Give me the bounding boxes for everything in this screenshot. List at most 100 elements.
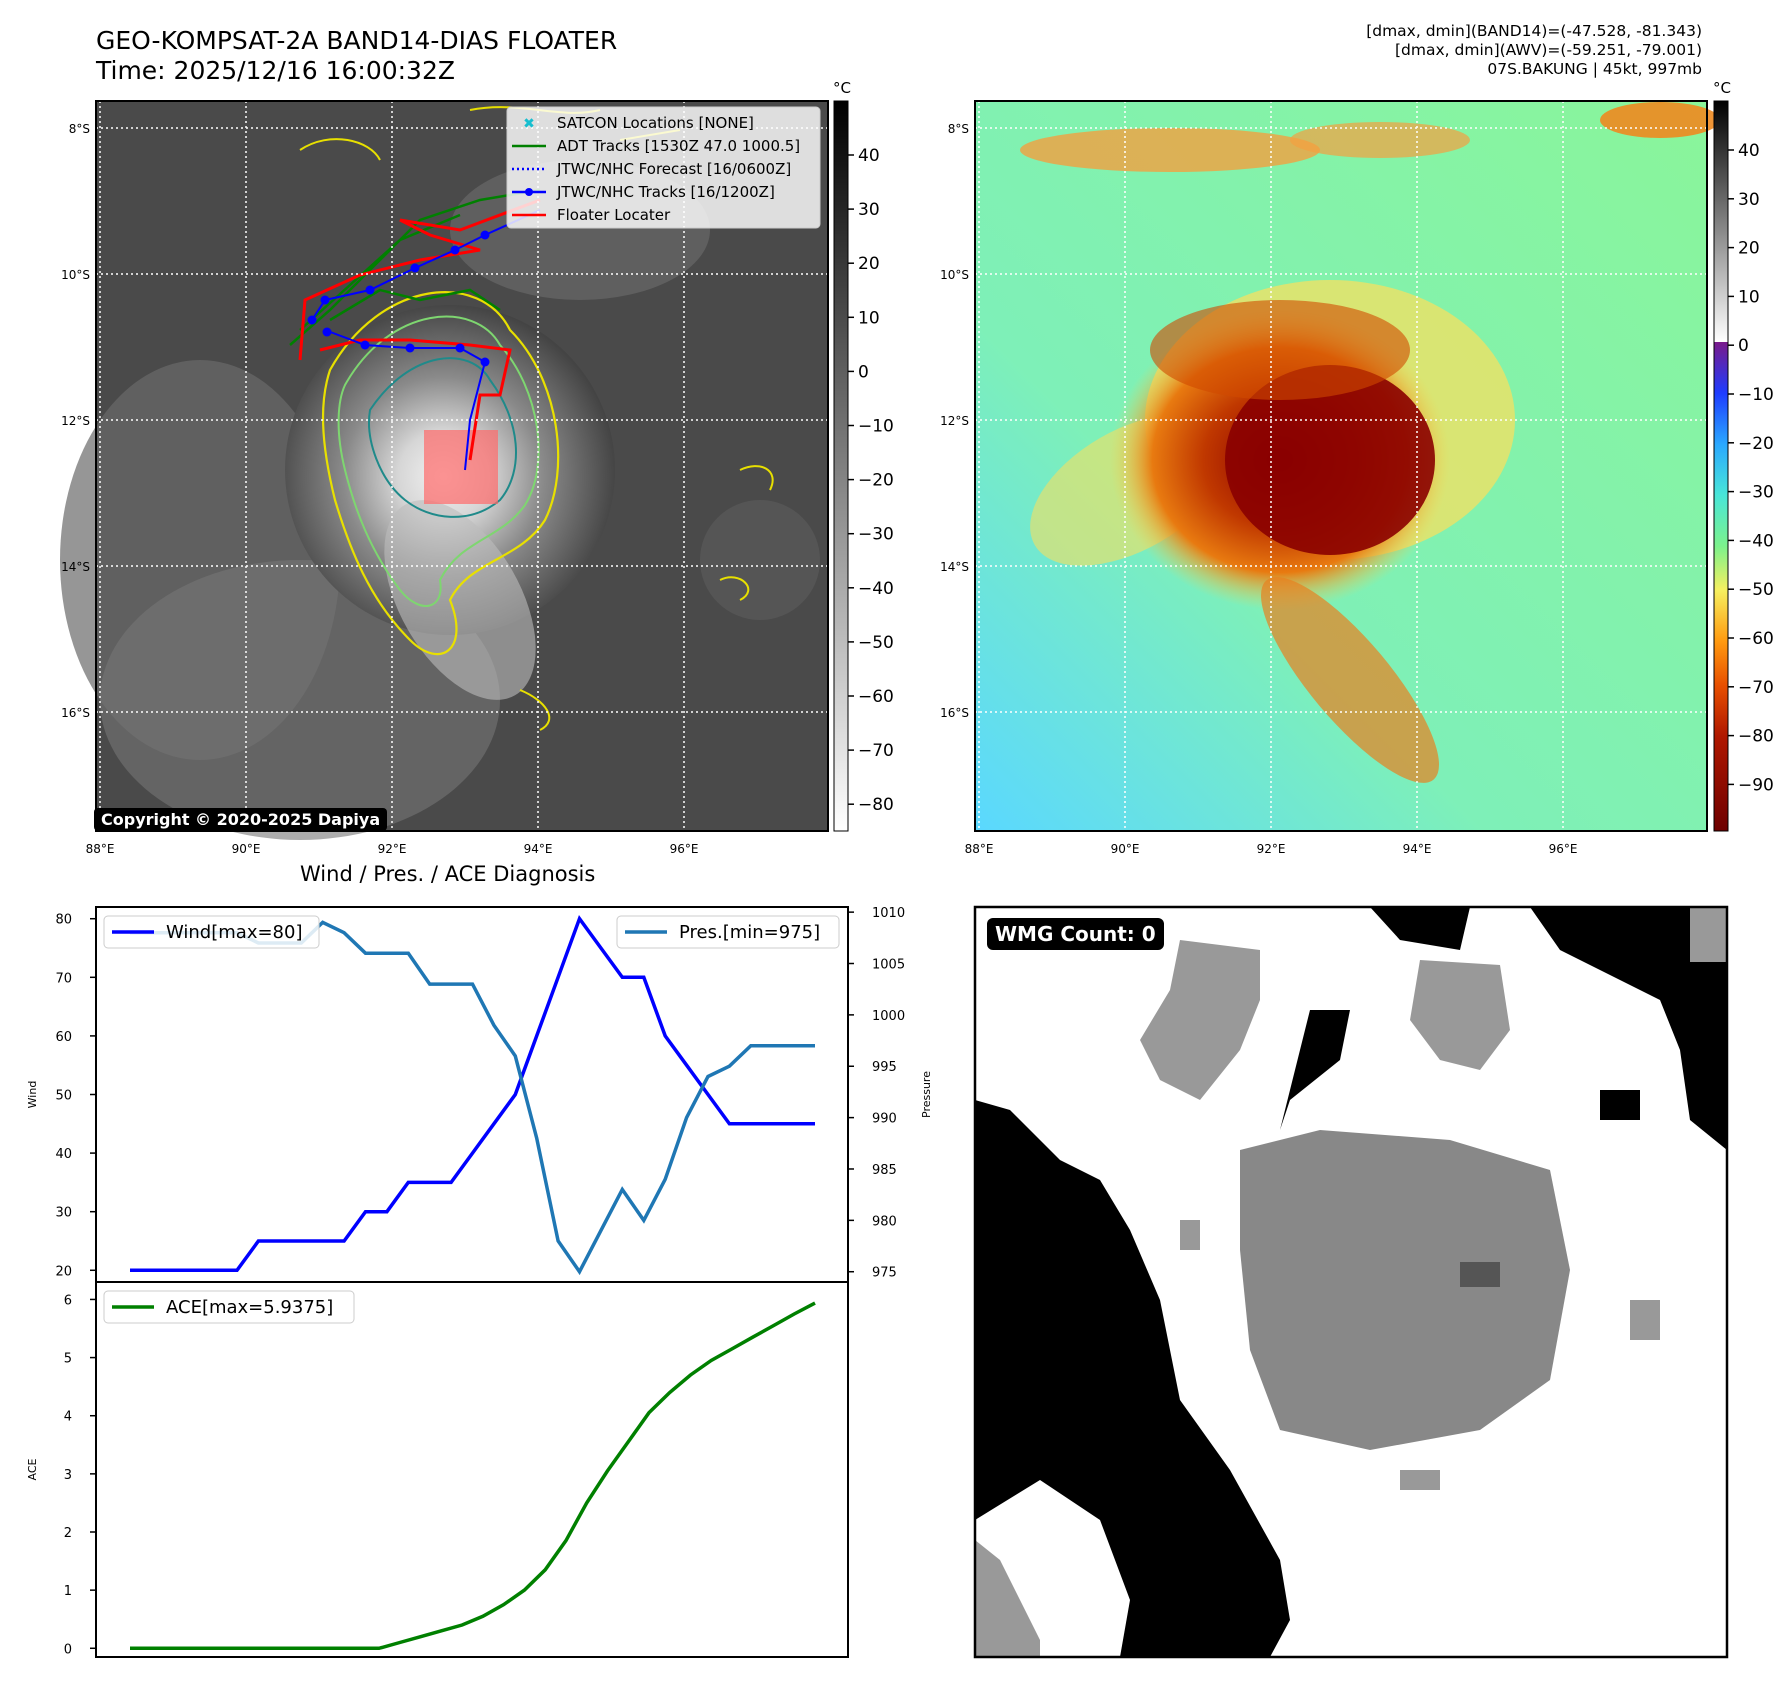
y2-tick-label: 995: [872, 1060, 897, 1075]
y2-tick-label: 1005: [872, 958, 905, 973]
y-tick-label: 3: [64, 1468, 72, 1483]
legend-marker-icon: [525, 188, 533, 196]
floater-locater-track: [298, 198, 541, 461]
legend-label: Pres.[min=975]: [679, 922, 820, 943]
colorbar-tick-label: −50: [1738, 580, 1774, 600]
ace-series-line: [130, 1301, 816, 1651]
bw-map-frame: [95, 100, 829, 832]
y-axis-label: Wind: [26, 1081, 39, 1109]
color-map-gridlines: 8°S 10°S 12°S 14°S 16°S 88°E 90°E 92°E 94°E 96°E: [940, 101, 1707, 856]
info-band14: [dmax, dmin](BAND14)=(-47.528, -81.343): [1366, 22, 1702, 40]
colorbar-tick-label: −10: [858, 417, 894, 437]
legend-item-label: Floater Locater: [557, 206, 671, 224]
y-tick-label: 2: [64, 1526, 72, 1541]
y2-tick-label: 1010: [872, 906, 905, 921]
colorbar-tick-label: 30: [1738, 190, 1760, 210]
lat-label: 16°S: [940, 706, 969, 720]
copyright-label: Copyright © 2020-2025 Dapiya: [94, 808, 388, 831]
lat-label: 14°S: [61, 560, 90, 574]
color-colorbar: °C 40 30 20 10 0 −10 −20 −30 −40 −50 −60 −70 −80 −90: [1713, 79, 1774, 832]
legend-box: [103, 1290, 355, 1324]
legend-box: [103, 915, 320, 949]
wind-pressure-chart: 20 30 40 50 60 70 80 Wind 975 980 985 990 995 1000 10…: [26, 906, 933, 1283]
y2-tick-label: 980: [872, 1214, 897, 1229]
y-tick-label: 30: [55, 1206, 72, 1221]
ace-legend: ACE[max=5.9375]: [103, 1290, 355, 1324]
lon-label: 96°E: [670, 842, 699, 856]
jtwc-track-points: [307, 230, 490, 367]
y2-tick-label: 975: [872, 1266, 897, 1281]
lat-label: 12°S: [940, 414, 969, 428]
legend-box: [616, 915, 840, 949]
adt-tracks: [289, 188, 541, 346]
colorbar-tick-label: 0: [858, 362, 869, 382]
map-legend: ✖ SATCON Locations [NONE] ADT Tracks [1530…: [506, 106, 821, 229]
lon-label: 94°E: [524, 842, 553, 856]
colorbar-tick-label: 20: [858, 254, 880, 274]
lon-label: 90°E: [232, 842, 261, 856]
lon-label: 88°E: [86, 842, 115, 856]
legend-item-label: SATCON Locations [NONE]: [557, 114, 754, 132]
colorbar-tick-label: −70: [1738, 678, 1774, 698]
colorbar-tick-label: −20: [1738, 434, 1774, 454]
wmg-gray-core: [1240, 1130, 1570, 1450]
lat-label: 10°S: [940, 268, 969, 282]
info-awv: [dmax, dmin](AWV)=(-59.251, -79.001): [1395, 41, 1702, 59]
legend-item-label: ADT Tracks [1530Z 47.0 1000.5]: [557, 137, 800, 155]
lon-label: 92°E: [1257, 842, 1286, 856]
y-tick-label: 1: [64, 1584, 72, 1599]
colorbar-tick-label: −30: [1738, 483, 1774, 503]
bw-colorbar: °C 40 30 20 10 0 −10 −20 −30 −40 −50 −60 −70 −80: [833, 79, 894, 832]
colorbar-tick-label: −70: [858, 741, 894, 761]
y-tick-label: 6: [64, 1293, 72, 1308]
lon-label: 94°E: [1403, 842, 1432, 856]
y-tick-label: 60: [55, 1030, 72, 1045]
lat-label: 10°S: [61, 268, 90, 282]
y-tick-label: 20: [55, 1264, 72, 1279]
y-tick-label: 40: [55, 1147, 72, 1162]
colorbar-tick-label: 30: [858, 200, 880, 220]
ace-chart: 0 1 2 3 4 5 6 ACE ACE[max=5.9375]: [26, 1281, 849, 1658]
storm-info: [dmax, dmin](BAND14)=(-47.528, -81.343) …: [1366, 22, 1702, 79]
color-ir-map: 8°S 10°S 12°S 14°S 16°S 88°E 90°E 92°E 94°E 96°E: [940, 100, 1720, 856]
y-axis-label: ACE: [26, 1458, 39, 1480]
colorbar-tick-label: −60: [1738, 629, 1774, 649]
colorbar-tick-label: 20: [1738, 239, 1760, 259]
colorbar-tick-label: 0: [1738, 336, 1749, 356]
y-tick-label: 50: [55, 1089, 72, 1104]
colorbar-tick-label: −10: [1738, 385, 1774, 405]
wmg-panel: [973, 905, 1729, 1659]
lat-label: 12°S: [61, 414, 90, 428]
info-storm: 07S.BAKUNG | 45kt, 997mb: [1487, 60, 1702, 78]
colorbar-unit: °C: [833, 79, 851, 97]
y-tick-label: 80: [55, 913, 72, 928]
lat-label: 14°S: [940, 560, 969, 574]
lat-label: 8°S: [948, 122, 969, 136]
wmg-count-badge: WMG Count: 0: [987, 918, 1164, 950]
bw-contour-teal: [368, 357, 517, 518]
colorbar-tick-label: −90: [1738, 775, 1774, 795]
wmg-gray-cluster-1: [1140, 940, 1260, 1100]
colorbar-tick-label: 10: [1738, 287, 1760, 307]
y2-tick-label: 1000: [872, 1009, 905, 1024]
y-tick-label: 70: [55, 971, 72, 986]
lon-label: 88°E: [965, 842, 994, 856]
y2-axis-label: Pressure: [920, 1071, 933, 1118]
title-line-1: GEO-KOMPSAT-2A BAND14-DIAS FLOATER: [96, 26, 618, 55]
lat-label: 8°S: [69, 122, 90, 136]
wmg-center-cell: [1460, 1262, 1500, 1287]
colorbar-tick-label: −20: [858, 471, 894, 491]
wmg-panel-frame: [973, 905, 1729, 1659]
lon-label: 90°E: [1111, 842, 1140, 856]
lon-label: 92°E: [378, 842, 407, 856]
colorbar-tick-label: 10: [858, 308, 880, 328]
y2-tick-label: 990: [872, 1112, 897, 1127]
y-tick-label: 4: [64, 1410, 72, 1425]
wmg-black-region-topright: [1530, 907, 1727, 1150]
legend-satcon-icon: ✖: [523, 116, 535, 132]
y-tick-label: 5: [64, 1352, 72, 1367]
colorbar-tick-label: −80: [1738, 727, 1774, 747]
chart-title: GEO-KOMPSAT-2A BAND14-DIAS FLOATER Time:…: [96, 26, 617, 86]
wind-legend: Wind[max=80]: [103, 915, 320, 949]
